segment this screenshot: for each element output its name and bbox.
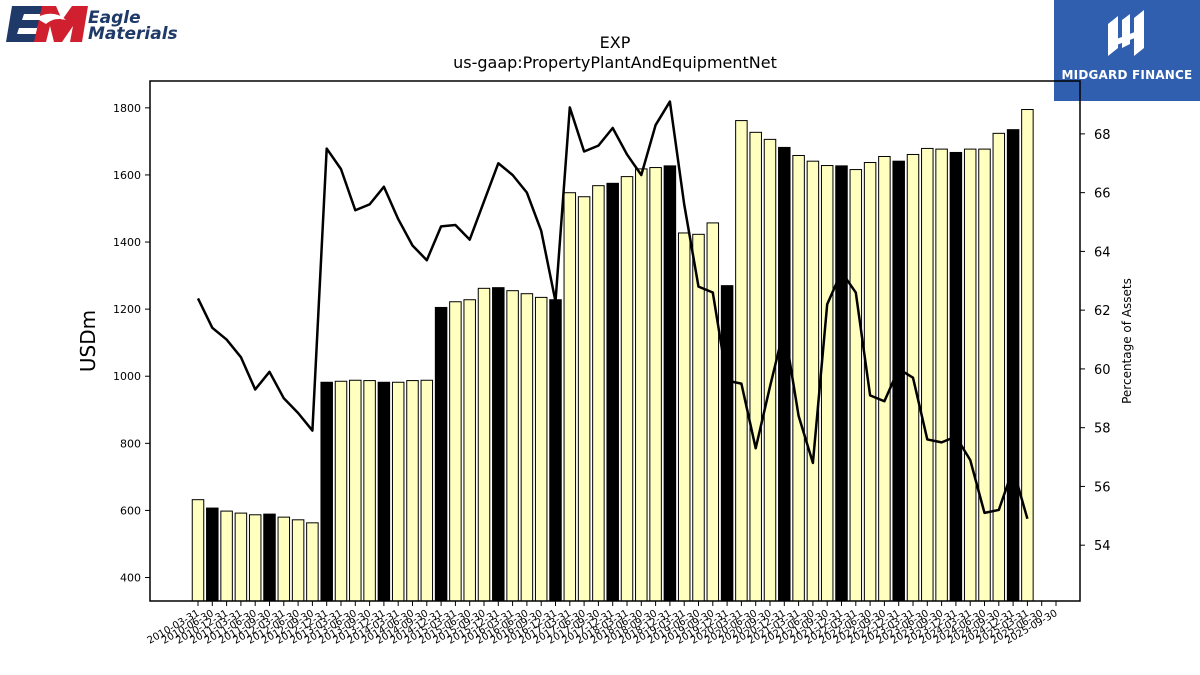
y-tick-label: 1600 (113, 169, 141, 182)
bar (363, 380, 376, 602)
bar (706, 222, 720, 602)
bar (349, 379, 362, 602)
bar (463, 299, 476, 602)
bar (749, 131, 762, 602)
bar (606, 182, 619, 602)
bar (334, 380, 348, 602)
midgard-brand-text: MIDGARD FINANCE (1061, 68, 1193, 82)
bar (949, 151, 963, 602)
bar (620, 176, 634, 602)
x-axis: 2010-03-312010-06-302010-12-312011-03-31… (146, 601, 1060, 647)
bar (792, 154, 805, 602)
bar (277, 516, 291, 602)
bar-series (191, 109, 1034, 602)
y2-tick-label: 68 (1094, 128, 1111, 143)
y2-tick-label: 58 (1094, 422, 1111, 437)
y-tick-label: 800 (120, 437, 141, 450)
eagle-brand-line1: Eagle (88, 8, 141, 28)
y2-tick-label: 60 (1094, 363, 1111, 378)
y-axis-left: 400 600 800 1000 1200 1400 1600 1800 (113, 102, 150, 585)
bar (406, 380, 419, 602)
eagle-brand-text: Eagle Materials (88, 8, 178, 44)
bar (735, 120, 748, 602)
y2-tick-label: 62 (1094, 304, 1111, 319)
bar (306, 522, 319, 602)
bar (320, 381, 333, 602)
bar (992, 132, 1006, 602)
y-tick-label: 1800 (113, 102, 141, 115)
bar (1021, 109, 1034, 602)
series-line (196, 100, 1029, 520)
bar (663, 165, 677, 602)
bar (577, 196, 591, 602)
y2-tick-label: 66 (1094, 187, 1111, 202)
bar (206, 507, 219, 602)
bar (492, 287, 505, 602)
y-tick-label: 400 (120, 572, 141, 585)
line-series (196, 100, 1029, 520)
bar (291, 519, 305, 602)
bar (592, 185, 605, 602)
bar (806, 160, 820, 602)
midgard-logo-icon (1054, 0, 1200, 101)
bar (921, 147, 934, 602)
y2-tick-label: 54 (1094, 539, 1111, 554)
bar (520, 293, 534, 602)
bar (377, 381, 391, 602)
bar (849, 169, 863, 602)
bar (191, 499, 205, 602)
y-tick-label: 1000 (113, 370, 141, 383)
bar (477, 287, 491, 602)
eagle-logo-icon (6, 6, 88, 42)
bar (878, 155, 891, 602)
bar (677, 232, 691, 602)
y2-tick-label: 64 (1094, 245, 1111, 260)
y-tick-label: 1200 (113, 303, 141, 316)
y2-tick-label: 56 (1094, 480, 1111, 495)
plot-frame (149, 80, 1081, 602)
y-axis-label: USDm (76, 310, 100, 372)
bar (963, 148, 977, 602)
bar (978, 148, 991, 602)
midgard-finance-logo (1054, 0, 1200, 101)
bar (534, 296, 548, 602)
bar (434, 306, 448, 602)
y-axis-right: 54 56 58 60 62 64 66 68 (1080, 128, 1111, 554)
bar (720, 285, 734, 602)
bar (220, 510, 233, 602)
bar (506, 290, 519, 602)
bar (649, 167, 662, 602)
bar (835, 165, 848, 602)
bar (935, 148, 948, 602)
bar (863, 162, 877, 602)
chart-title: EXP (600, 33, 631, 52)
bar (820, 165, 834, 602)
bar (420, 379, 434, 602)
y-tick-label: 600 (120, 504, 141, 517)
bar (234, 512, 248, 602)
bar (391, 381, 405, 602)
y-tick-label: 1400 (113, 236, 141, 249)
eagle-brand-line2: Materials (88, 24, 178, 44)
bar (263, 513, 276, 602)
bar (248, 514, 262, 602)
chart-subtitle: us-gaap:PropertyPlantAndEquipmentNet (453, 53, 777, 72)
bar (1006, 129, 1020, 602)
bar (549, 299, 562, 602)
bar (563, 192, 577, 602)
bar (635, 168, 648, 602)
bar (778, 146, 791, 602)
eagle-materials-logo (6, 4, 176, 46)
bar (449, 301, 462, 602)
y2-axis-label: Percentage of Assets (1120, 278, 1134, 404)
